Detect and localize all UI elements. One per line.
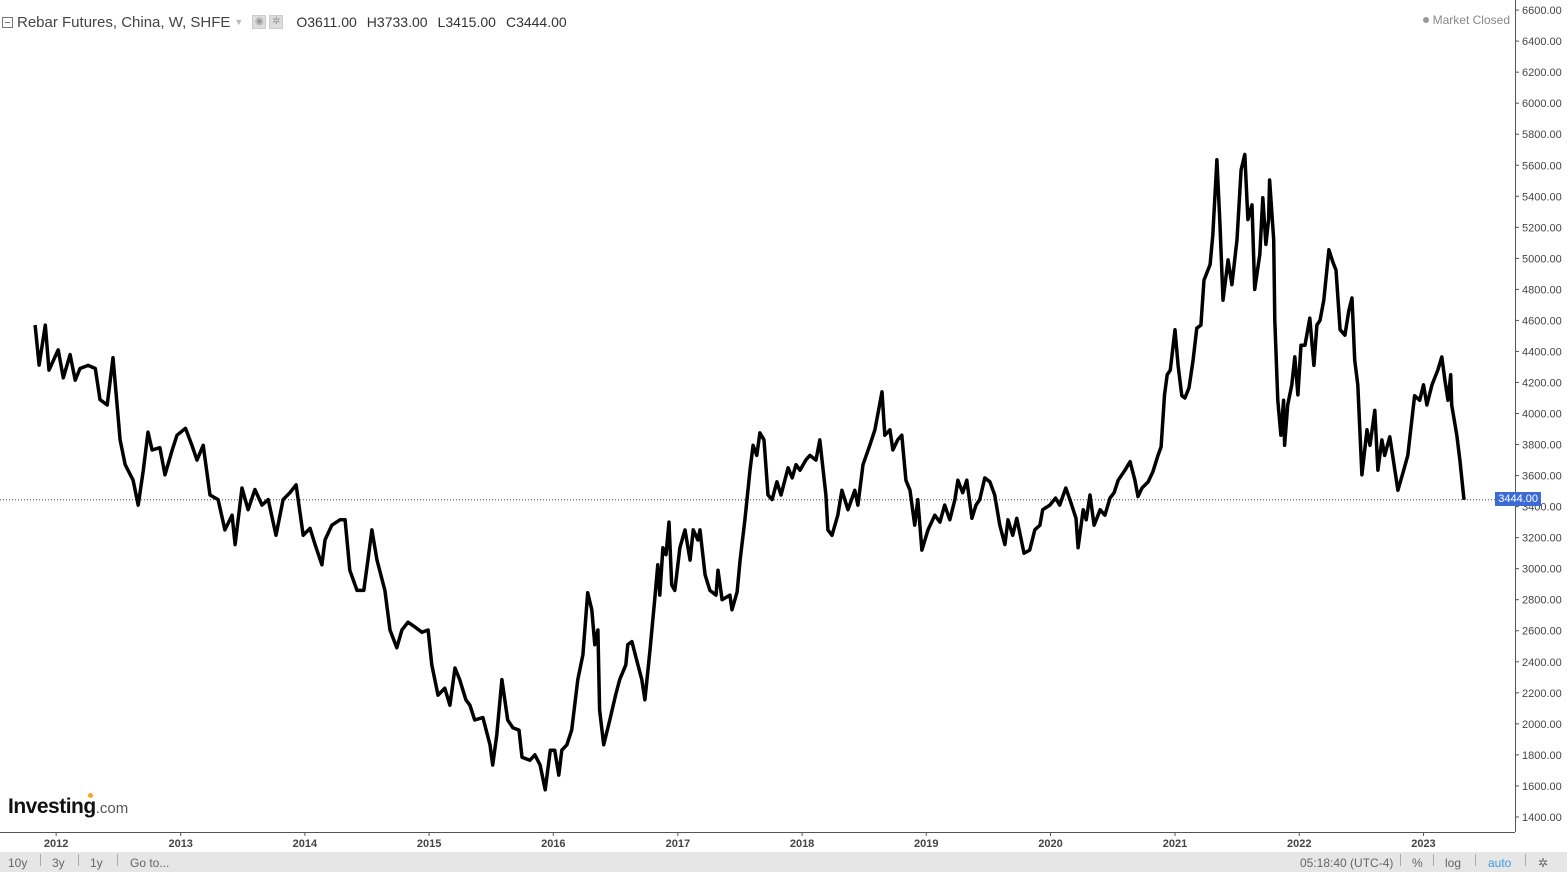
price-tick-label: 6000.00 <box>1522 98 1562 110</box>
open-value: O3611.00 <box>296 14 357 30</box>
price-tick-label: 4600.00 <box>1522 315 1562 327</box>
time-tick-label: 2017 <box>666 838 690 850</box>
divider <box>1525 854 1526 866</box>
divider <box>1475 854 1476 866</box>
market-status: Market Closed <box>1422 13 1510 27</box>
time-tick-label: 2013 <box>168 838 192 850</box>
price-tick-label: 2200.00 <box>1522 688 1562 700</box>
logo-dot-icon <box>88 793 93 798</box>
time-tick-label: 2012 <box>44 838 68 850</box>
log-toggle[interactable]: log <box>1445 856 1462 870</box>
time-tick-label: 2019 <box>914 838 938 850</box>
bottom-toolbar: 10y 3y 1y Go to... 05:18:40 (UTC-4) % lo… <box>0 852 1567 872</box>
range-3y-button[interactable]: 3y <box>52 856 65 870</box>
eye-icon[interactable]: ◉ <box>252 15 267 29</box>
price-tick-label: 5600.00 <box>1522 160 1562 172</box>
clock-text: 05:18:40 (UTC-4) <box>1300 856 1394 870</box>
price-tick-label: 2800.00 <box>1522 595 1562 607</box>
time-tick-label: 2014 <box>293 838 318 850</box>
low-value: L3415.00 <box>437 14 496 30</box>
status-dot-icon <box>1422 17 1429 23</box>
last-price-label: 3444.00 <box>1495 491 1541 506</box>
market-status-text: Market Closed <box>1432 13 1510 27</box>
price-line-series <box>33 152 1466 792</box>
time-tick-label: 2021 <box>1163 838 1187 850</box>
price-tick-label: 1800.00 <box>1522 750 1562 762</box>
price-tick-label: 1600.00 <box>1522 781 1562 793</box>
price-tick-label: 3800.00 <box>1522 440 1562 452</box>
ohlc-values: O3611.00 H3733.00 L3415.00 C3444.00 <box>296 14 576 30</box>
divider <box>117 854 118 866</box>
price-tick-label: 4200.00 <box>1522 377 1562 389</box>
chevron-down-icon[interactable]: ▼ <box>234 17 244 27</box>
auto-toggle[interactable]: auto <box>1488 856 1512 870</box>
price-tick-label: 4800.00 <box>1522 284 1562 296</box>
collapse-icon[interactable] <box>2 16 13 28</box>
price-tick-label: 1400.00 <box>1522 812 1562 824</box>
instrument-title[interactable]: Rebar Futures, China, W, SHFE <box>17 13 231 31</box>
price-tick-label: 6200.00 <box>1522 67 1562 79</box>
logo-brand: Investing <box>8 795 96 818</box>
high-value: H3733.00 <box>366 14 428 30</box>
price-axis[interactable]: 1400.00 1600.00 1800.00 2000.00 2200.00 2400.… <box>1515 5 1562 824</box>
price-tick-label: 2600.00 <box>1522 626 1562 638</box>
time-tick-label: 2020 <box>1038 838 1062 850</box>
price-tick-label: 5000.00 <box>1522 253 1562 265</box>
price-tick-label: 2000.00 <box>1522 719 1562 731</box>
percent-toggle[interactable]: % <box>1412 856 1423 870</box>
logo-suffix: .com <box>95 800 129 817</box>
price-tick-label: 6400.00 <box>1522 36 1562 48</box>
price-tick-label: 3000.00 <box>1522 564 1562 576</box>
price-tick-label: 4000.00 <box>1522 409 1562 421</box>
time-tick-label: 2016 <box>541 838 565 850</box>
settings-gear-icon[interactable]: ✲ <box>1538 856 1549 870</box>
close-value: C3444.00 <box>505 14 567 30</box>
time-tick-label: 2018 <box>790 838 814 850</box>
price-tick-label: 5400.00 <box>1522 191 1562 203</box>
time-tick-label: 2023 <box>1411 838 1435 850</box>
time-tick-label: 2022 <box>1287 838 1311 850</box>
gear-icon[interactable]: ✲ <box>269 15 284 29</box>
price-tick-label: 5200.00 <box>1522 222 1562 234</box>
price-tick-label: 2400.00 <box>1522 657 1562 669</box>
chart-legend: Rebar Futures, China, W, SHFE ▼ ◉ ✲ O361… <box>0 13 577 31</box>
divider <box>1400 854 1401 866</box>
investing-logo: Investing.com <box>8 793 129 819</box>
time-tick-label: 2015 <box>417 838 441 850</box>
price-tick-label: 3200.00 <box>1522 533 1562 545</box>
divider <box>1433 854 1434 866</box>
range-10y-button[interactable]: 10y <box>8 856 28 870</box>
divider <box>40 854 41 866</box>
price-chart[interactable]: 1400.00 1600.00 1800.00 2000.00 2200.00 2400.… <box>0 0 1567 852</box>
range-1y-button[interactable]: 1y <box>90 856 103 870</box>
divider <box>78 854 79 866</box>
price-tick-label: 6600.00 <box>1522 5 1562 17</box>
goto-button[interactable]: Go to... <box>130 856 170 870</box>
price-tick-label: 4400.00 <box>1522 346 1562 358</box>
time-axis[interactable]: 2012 2013 2014 2015 2016 2017 2018 2019 2020 2021… <box>44 832 1436 850</box>
price-tick-label: 5800.00 <box>1522 129 1562 141</box>
price-tick-label: 3600.00 <box>1522 471 1562 483</box>
